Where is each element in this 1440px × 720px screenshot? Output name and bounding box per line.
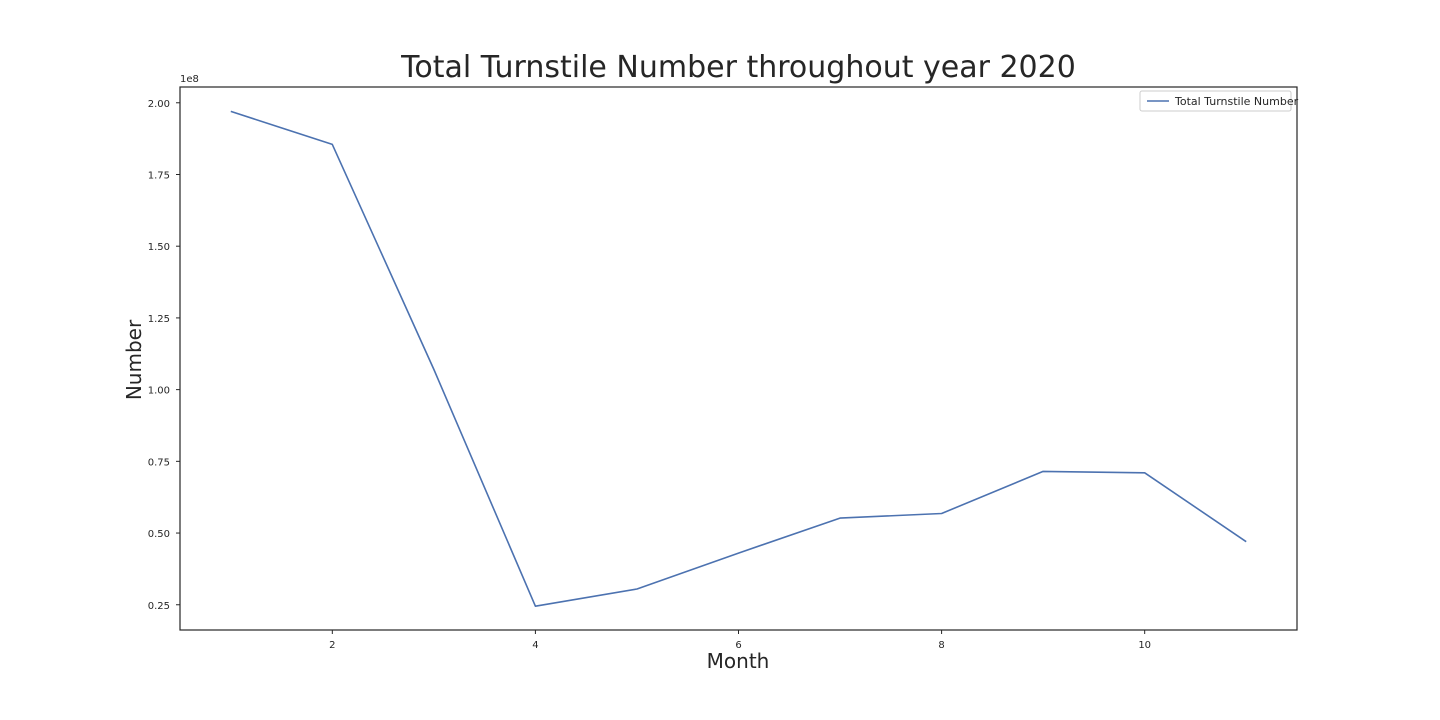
y-tick-label: 1.00 [148, 386, 170, 397]
x-tick-label: 2 [329, 640, 335, 651]
y-tick-label: 2.00 [148, 99, 170, 110]
x-axis-label: Month [707, 649, 770, 673]
legend: Total Turnstile Number [1139, 90, 1299, 112]
chart-title: Total Turnstile Number throughout year 2… [401, 50, 1076, 85]
y-tick-label: 1.50 [148, 242, 170, 253]
plot-frame [179, 86, 1298, 631]
x-tick-label: 4 [532, 640, 538, 651]
y-tick-label: 0.25 [148, 601, 170, 612]
y-tick-label: 1.25 [148, 314, 170, 325]
x-tick-label: 10 [1138, 640, 1151, 651]
y-axis-ticks: 0.25 0.50 0.75 1.00 1.25 1.50 1.75 2.00 [148, 99, 180, 612]
legend-box [1139, 90, 1292, 112]
x-axis-ticks: 2 4 6 8 10 [329, 630, 1151, 651]
legend-label: Total Turnstile Number [1174, 95, 1299, 108]
y-tick-label: 0.50 [148, 529, 170, 540]
x-tick-label: 8 [938, 640, 944, 651]
y-tick-label: 1.75 [148, 170, 170, 181]
y-tick-label: 0.75 [148, 457, 170, 468]
series-line [230, 110, 1247, 608]
x-tick-label: 6 [735, 640, 741, 651]
y-offset-label: 1e8 [180, 74, 199, 85]
series-layer [230, 110, 1247, 608]
y-axis-label: Number [122, 319, 146, 400]
